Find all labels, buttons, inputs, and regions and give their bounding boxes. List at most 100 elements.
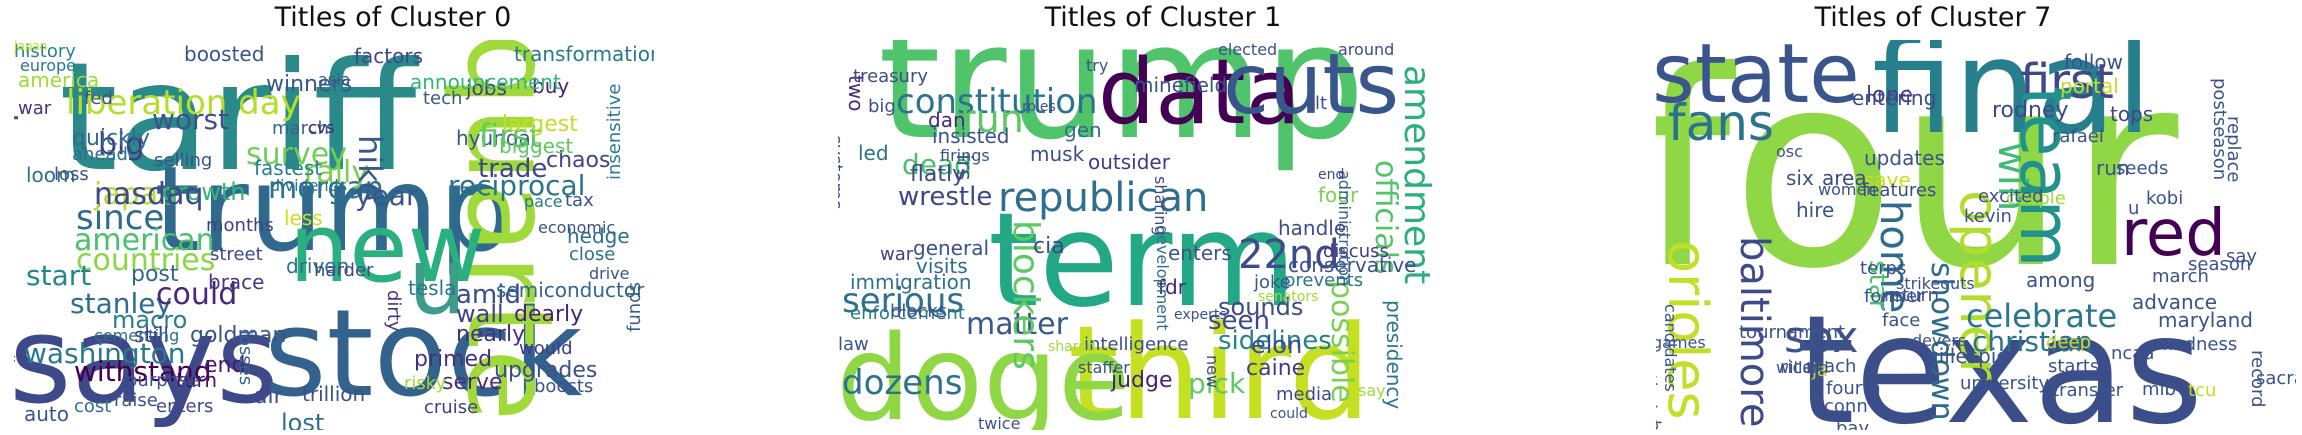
cloud-word: state xyxy=(1656,40,1860,122)
cloud-word: bay xyxy=(1836,418,1870,431)
cloud-word: games xyxy=(1656,333,1706,352)
cloud-word: brace xyxy=(208,270,265,294)
word-cloud-1: trump term third doge data cuts top constitutio… xyxy=(838,40,1478,430)
cloud-word: enforcement xyxy=(850,303,965,324)
cloud-word: air xyxy=(254,384,283,409)
cloud-word: tournament xyxy=(1739,322,1846,343)
cloud-word: visits xyxy=(916,254,968,278)
cloud-word: strikeouts xyxy=(1896,274,1975,293)
cloud-word: constitution xyxy=(896,82,1098,122)
cloud-word: fastest xyxy=(254,156,323,180)
cloud-word: america xyxy=(18,68,100,92)
cloud-word: deep xyxy=(2046,332,2091,353)
cloud-word: data xyxy=(1098,40,1301,145)
cloud-word: transformation xyxy=(514,42,654,66)
cloud-word: media xyxy=(1276,384,1333,405)
cloud-word: macro xyxy=(112,306,188,334)
cloud-word: systems xyxy=(838,135,846,210)
cloud-word: red xyxy=(2121,197,2226,271)
cloud-word: devers xyxy=(1912,331,1967,350)
cloud-word: outsider xyxy=(1088,150,1170,174)
cloud-word: dan xyxy=(928,108,966,132)
cloud-word: serve xyxy=(442,370,503,395)
cloud-word: boosted xyxy=(184,42,265,66)
cloud-word: maryland xyxy=(2158,308,2253,332)
cloud-word: primed xyxy=(414,347,493,372)
cloud-word: raise xyxy=(114,390,158,411)
cloud-word: dead xyxy=(902,148,972,181)
cloud-word: handle xyxy=(1278,216,1347,240)
cloud-word: features xyxy=(1862,180,1937,201)
cloud-word: trillion xyxy=(302,382,366,406)
cloud-word: start xyxy=(26,259,92,292)
cloud-word: jobs xyxy=(466,76,507,100)
cloud-word: hyundai xyxy=(456,126,537,150)
cloud-word: war xyxy=(880,244,914,265)
cloud-word: terps xyxy=(1860,258,1907,279)
cloud-word: drive xyxy=(589,264,630,283)
cloud-word: elected xyxy=(1218,40,1278,59)
cloud-word: cementing xyxy=(94,326,180,345)
cloud-word: seeds xyxy=(2116,158,2169,179)
cloud-word: starts xyxy=(2048,356,2100,377)
cloud-word: say xyxy=(1358,381,1386,400)
cloud-word: university xyxy=(1960,373,2050,394)
cloud-word: big xyxy=(868,96,896,117)
cloud-word: replace xyxy=(2223,116,2244,183)
cloud-word: wrestle xyxy=(898,182,993,212)
cloud-word: third xyxy=(1068,297,1372,430)
cloud-word: survey xyxy=(246,137,347,172)
cloud-word: tech xyxy=(423,88,463,109)
cloud-word: new xyxy=(1203,355,1222,389)
cloud-word: save xyxy=(1864,168,1911,192)
cloud-word: tax xyxy=(565,190,594,211)
cloud-word: elon xyxy=(1251,331,1303,359)
word-cloud-0: tariff trump says stock quarter new liberation… xyxy=(14,40,654,430)
cloud-word: announcement xyxy=(410,70,561,94)
cloud-word: roles xyxy=(1022,99,1056,115)
cloud-word: madness xyxy=(2156,334,2238,355)
cloud-word: six xyxy=(1786,166,1814,190)
cloud-word: kevin xyxy=(1964,206,2012,227)
cloud-word: optimistic xyxy=(1656,352,1660,430)
cloud-word: end xyxy=(1318,167,1345,183)
cloud-word: american xyxy=(74,223,215,258)
cloud-word: washington xyxy=(24,337,186,370)
cloud-word: funds xyxy=(624,282,645,332)
cloud-word: nearly xyxy=(456,322,526,347)
cloud-word: trade xyxy=(478,154,548,184)
cloud-word: willard xyxy=(1776,358,1829,377)
cloud-word: trump xyxy=(878,40,1366,175)
cloud-word: boosts xyxy=(534,376,594,397)
panel-title-0: Titles of Cluster 0 xyxy=(274,2,512,33)
cloud-word: try xyxy=(1086,56,1109,75)
cloud-word: says xyxy=(14,292,279,430)
cloud-word: staffer xyxy=(1078,358,1130,377)
cloud-word: among xyxy=(2026,268,2096,292)
cloud-word: updates xyxy=(1864,146,1945,170)
cloud-word: tesla xyxy=(408,276,457,300)
cloud-word: baseball xyxy=(1656,420,1664,430)
cloud-word: minefield xyxy=(1134,73,1228,97)
cloud-word: semiconductor xyxy=(496,278,645,302)
cloud-word: shared xyxy=(1048,339,1096,355)
cloud-word: u xyxy=(408,228,467,335)
cloud-word: post xyxy=(131,262,179,287)
cloud-word: seen xyxy=(1208,306,1271,336)
cloud-word: enters xyxy=(1168,241,1232,265)
cloud-word: nasdaq xyxy=(94,177,204,212)
cloud-word: cia xyxy=(1033,234,1065,259)
cloud-word: around xyxy=(1338,40,1395,59)
cloud-word: judge xyxy=(1111,368,1173,393)
cloud-word: term xyxy=(988,184,1297,336)
cloud-word: conn xyxy=(1824,396,1868,417)
cloud-word: rodney xyxy=(1992,98,2069,123)
cloud-word: withstand xyxy=(74,355,212,388)
cloud-word: tcu xyxy=(2188,380,2217,401)
cloud-word: senators xyxy=(1258,289,1319,305)
cloud-word: risky xyxy=(404,373,447,394)
cloud-word: sidelines xyxy=(1218,326,1332,356)
cloud-word: fed xyxy=(84,88,113,109)
cloud-word: march xyxy=(272,118,329,139)
cloud-word: first xyxy=(479,117,542,155)
